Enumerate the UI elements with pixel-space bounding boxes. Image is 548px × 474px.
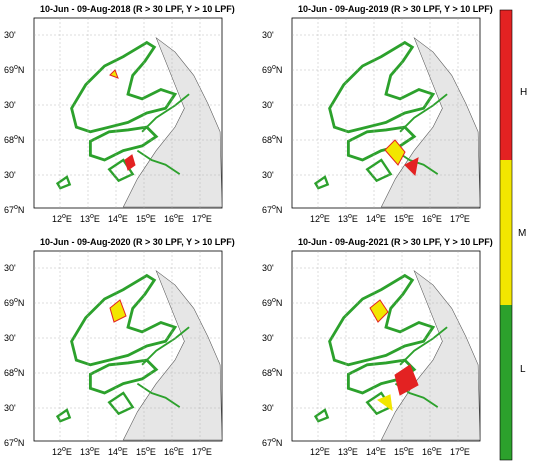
- svg-text:17oE: 17oE: [192, 446, 212, 457]
- svg-text:30': 30': [4, 263, 16, 273]
- svg-text:30': 30': [262, 30, 274, 40]
- lat-axis: 30' 69oN 30' 68oN 30' 67oN: [262, 263, 282, 448]
- lon-axis: 12oE 13oE 14oE 15oE 16oE 17oE: [310, 213, 470, 224]
- svg-text:15oE: 15oE: [136, 213, 156, 224]
- svg-text:30': 30': [262, 263, 274, 273]
- svg-text:12oE: 12oE: [310, 213, 330, 224]
- svg-text:30': 30': [4, 170, 16, 180]
- panel-title: 10-Jun - 09-Aug-2019 (R > 30 LPF, Y > 10…: [298, 4, 493, 14]
- risk-hotspot: [384, 139, 406, 166]
- svg-text:68oN: 68oN: [4, 367, 24, 378]
- svg-text:17oE: 17oE: [450, 446, 470, 457]
- svg-text:14oE: 14oE: [108, 446, 128, 457]
- colorbar-label-low: L: [520, 364, 526, 375]
- panel-2020: 10-Jun - 09-Aug-2020 (R > 30 LPF, Y > 10…: [4, 237, 235, 457]
- risk-hotspot: [124, 154, 136, 171]
- svg-text:67oN: 67oN: [4, 437, 24, 448]
- colorbar-label-high: H: [520, 87, 527, 98]
- svg-text:15oE: 15oE: [136, 446, 156, 457]
- risk-hotspot: [109, 299, 127, 323]
- svg-text:67oN: 67oN: [262, 204, 282, 215]
- graticule: [34, 251, 222, 441]
- risk-hotspot: [369, 299, 389, 323]
- colorbar-frame: [499, 9, 513, 461]
- svg-text:14oE: 14oE: [108, 213, 128, 224]
- lon-axis: 12oE 13oE 14oE 15oE 16oE 17oE: [52, 213, 212, 224]
- svg-text:16oE: 16oE: [422, 446, 442, 457]
- colorbar-medium: [500, 160, 512, 305]
- svg-text:13oE: 13oE: [338, 213, 358, 224]
- svg-text:69oN: 69oN: [262, 64, 282, 75]
- svg-text:17oE: 17oE: [192, 213, 212, 224]
- svg-text:17oE: 17oE: [450, 213, 470, 224]
- lat-axis: 30' 69oN 30' 68oN 30' 67oN: [262, 30, 282, 215]
- colorbar-label-medium: M: [518, 228, 526, 239]
- risk-hotspot: [394, 364, 419, 396]
- svg-text:15oE: 15oE: [394, 446, 414, 457]
- svg-text:67oN: 67oN: [4, 204, 24, 215]
- svg-text:68oN: 68oN: [262, 134, 282, 145]
- svg-text:30': 30': [262, 100, 274, 110]
- svg-text:69oN: 69oN: [4, 297, 24, 308]
- svg-text:30': 30': [262, 403, 274, 413]
- svg-text:68oN: 68oN: [262, 367, 282, 378]
- svg-text:13oE: 13oE: [80, 213, 100, 224]
- panel-title: 10-Jun - 09-Aug-2020 (R > 30 LPF, Y > 10…: [40, 237, 235, 247]
- svg-text:69oN: 69oN: [4, 64, 24, 75]
- graticule: [34, 18, 222, 208]
- svg-text:30': 30': [4, 100, 16, 110]
- svg-text:69oN: 69oN: [262, 297, 282, 308]
- panel-title: 10-Jun - 09-Aug-2018 (R > 30 LPF, Y > 10…: [40, 4, 235, 14]
- colorbar: H M L: [499, 9, 527, 461]
- svg-text:68oN: 68oN: [4, 134, 24, 145]
- svg-text:16oE: 16oE: [164, 213, 184, 224]
- lat-axis: 30' 69oN 30' 68oN 30' 67oN: [4, 30, 24, 215]
- lon-axis: 12oE 13oE 14oE 15oE 16oE 17oE: [310, 446, 470, 457]
- risk-hotspot: [376, 394, 393, 412]
- svg-text:12oE: 12oE: [310, 446, 330, 457]
- svg-text:15oE: 15oE: [394, 213, 414, 224]
- svg-text:30': 30': [262, 333, 274, 343]
- colorbar-low: [500, 305, 512, 460]
- svg-text:30': 30': [4, 30, 16, 40]
- panel-2021: 10-Jun - 09-Aug-2021 (R > 30 LPF, Y > 10…: [262, 237, 493, 457]
- panel-2018: 10-Jun - 09-Aug-2018 (R > 30 LPF, Y > 10…: [4, 4, 235, 224]
- lat-axis: 30' 69oN 30' 68oN 30' 67oN: [4, 263, 24, 448]
- svg-text:14oE: 14oE: [366, 213, 386, 224]
- svg-text:67oN: 67oN: [262, 437, 282, 448]
- svg-text:30': 30': [4, 333, 16, 343]
- svg-text:14oE: 14oE: [366, 446, 386, 457]
- svg-text:12oE: 12oE: [52, 446, 72, 457]
- panel-title: 10-Jun - 09-Aug-2021 (R > 30 LPF, Y > 10…: [298, 237, 493, 247]
- risk-hotspot: [109, 69, 119, 79]
- svg-text:12oE: 12oE: [52, 213, 72, 224]
- svg-text:13oE: 13oE: [338, 446, 358, 457]
- lon-axis: 12oE 13oE 14oE 15oE 16oE 17oE: [52, 446, 212, 457]
- colorbar-high: [500, 10, 512, 160]
- svg-text:16oE: 16oE: [164, 446, 184, 457]
- graticule: [292, 18, 480, 208]
- graticule: [292, 251, 480, 441]
- panel-2019: 10-Jun - 09-Aug-2019 (R > 30 LPF, Y > 10…: [262, 4, 493, 224]
- svg-text:13oE: 13oE: [80, 446, 100, 457]
- svg-text:16oE: 16oE: [422, 213, 442, 224]
- svg-text:30': 30': [4, 403, 16, 413]
- svg-text:30': 30': [262, 170, 274, 180]
- risk-hotspot: [404, 157, 419, 177]
